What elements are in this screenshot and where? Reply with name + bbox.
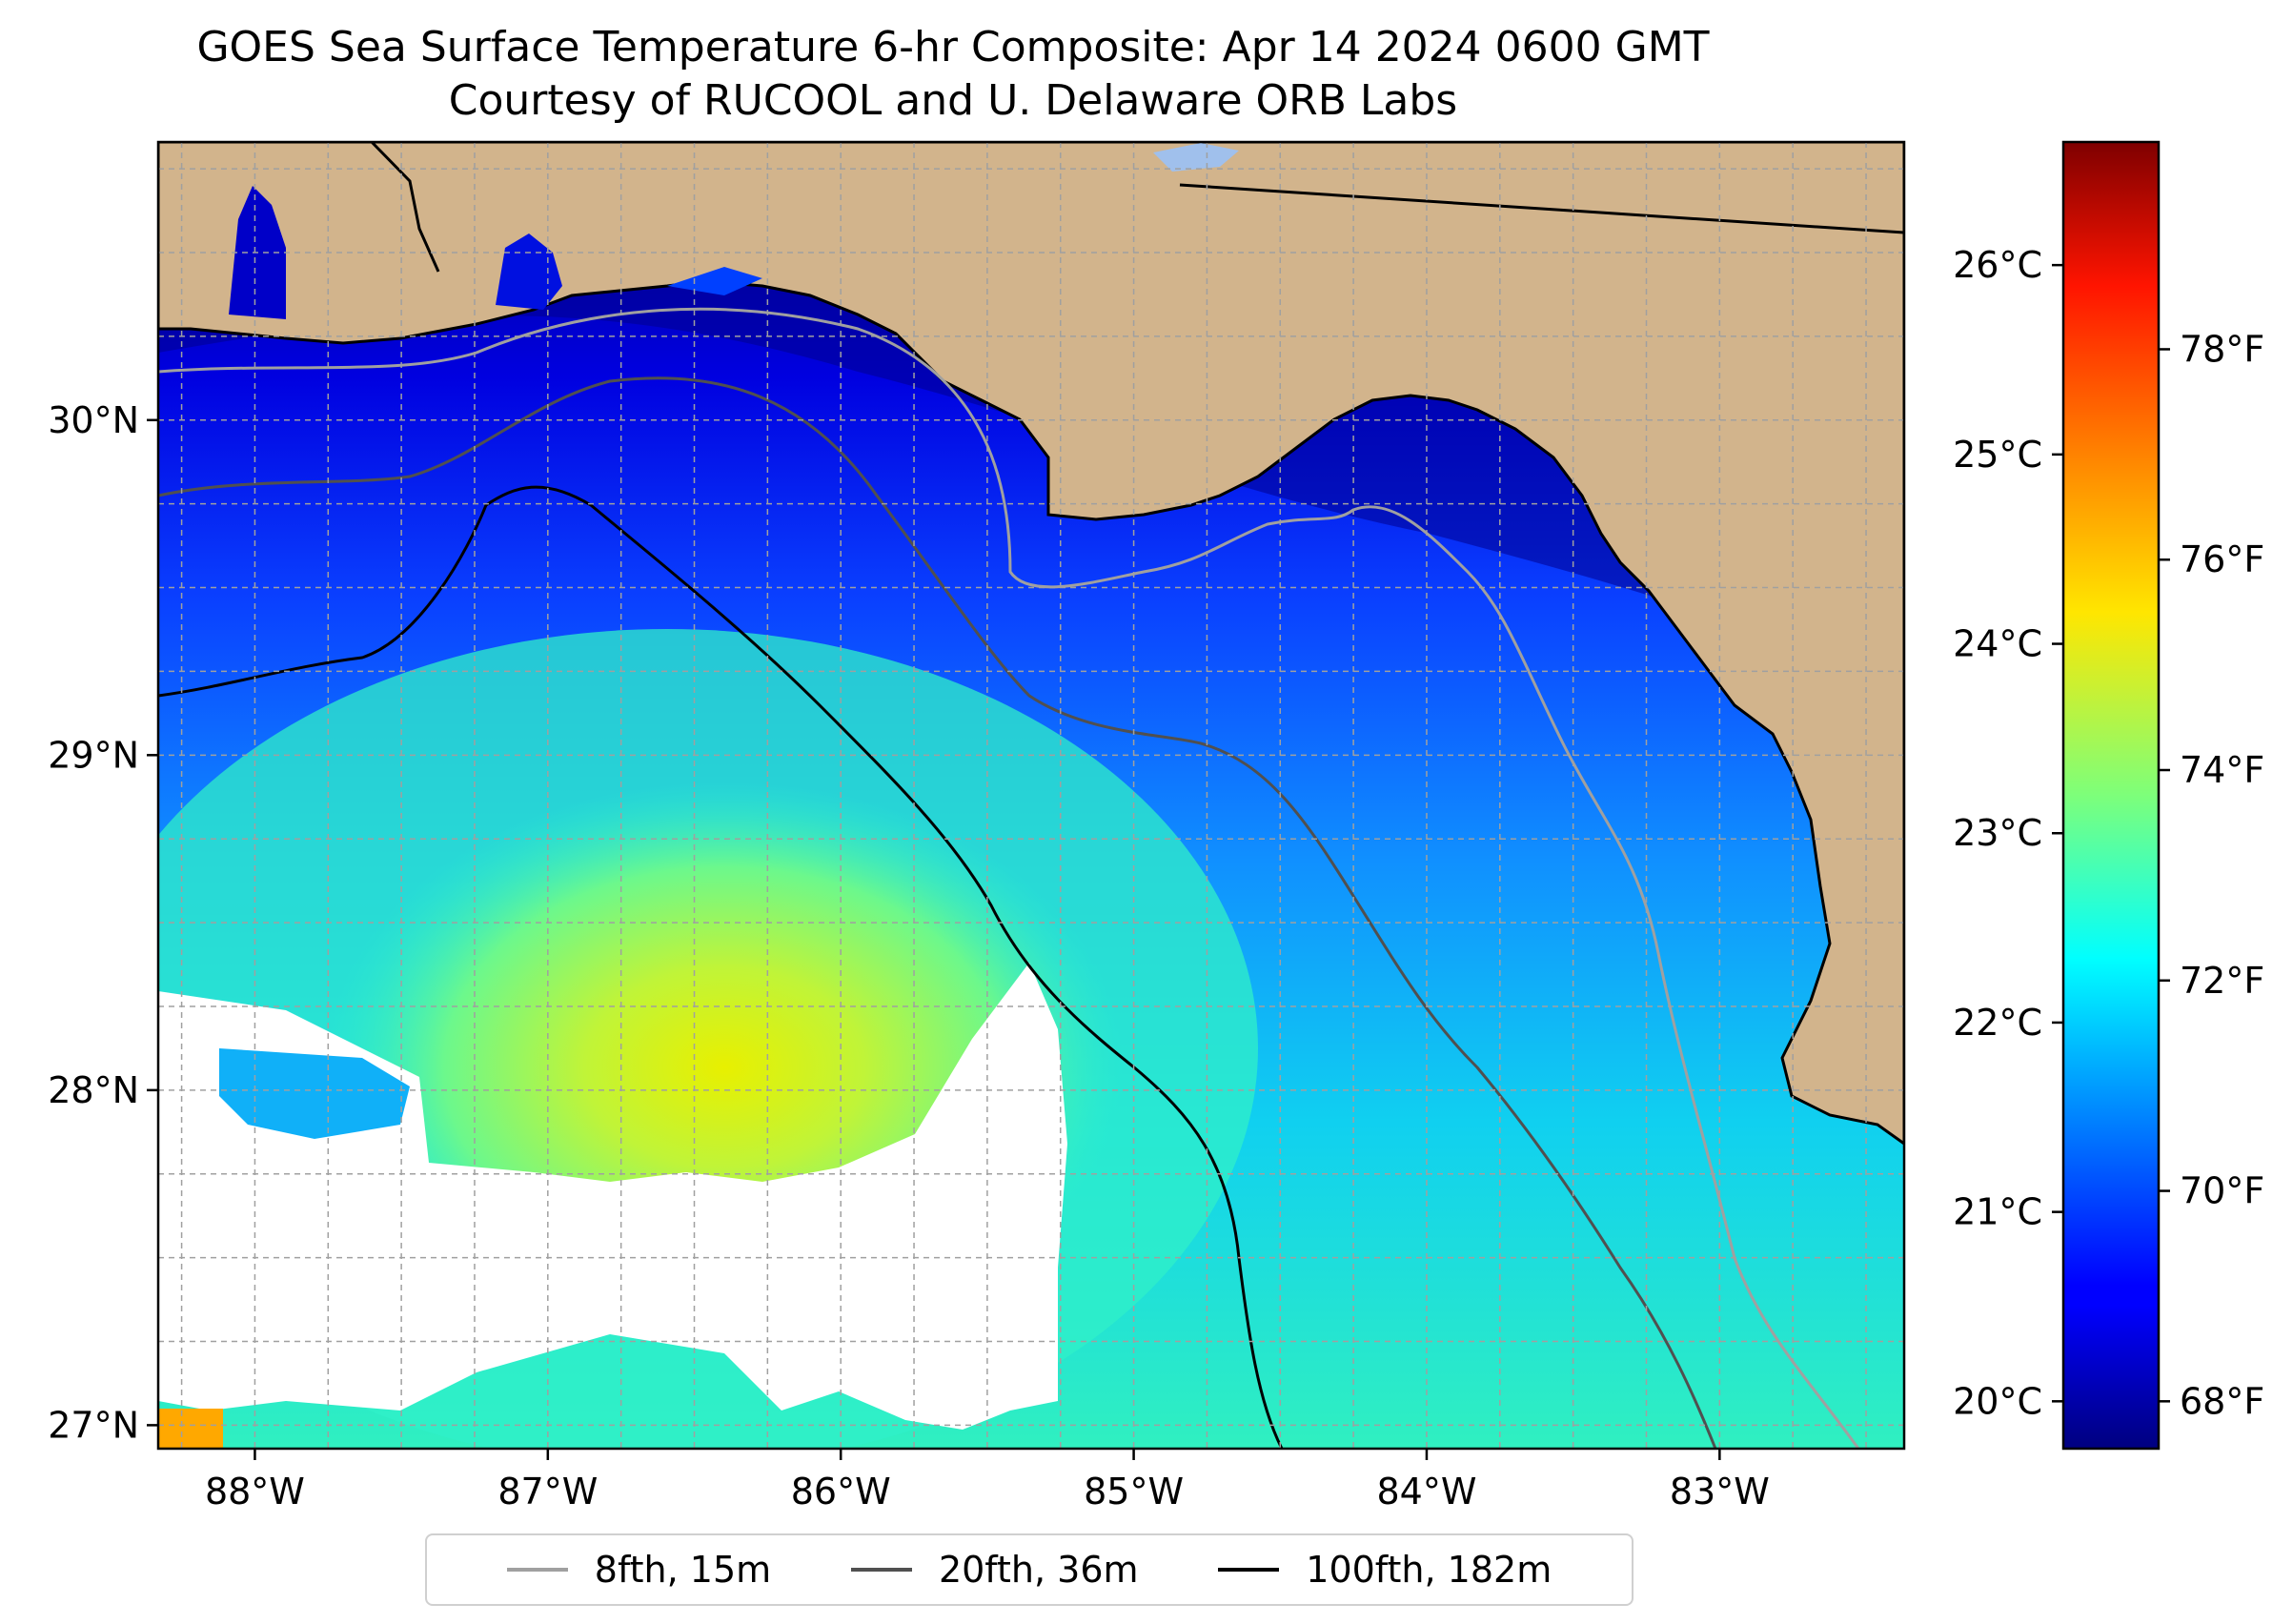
lake-seminole <box>1153 143 1239 172</box>
celsius-tick-label: 23°C <box>1953 812 2042 854</box>
celsius-tick-label: 24°C <box>1953 623 2042 665</box>
legend-line-20fth <box>850 1568 912 1572</box>
lon-tick-label: 88°W <box>205 1471 305 1512</box>
contour-100fth <box>158 485 1284 1449</box>
lat-tick-label: 30°N <box>48 399 139 441</box>
legend-item: 100fth, 182m <box>1218 1549 1552 1591</box>
title-line-2: Courtesy of RUCOOL and U. Delaware ORB L… <box>448 76 1458 125</box>
title-line-1: GOES Sea Surface Temperature 6-hr Compos… <box>196 23 1710 71</box>
legend-label: 20fth, 36m <box>938 1549 1139 1591</box>
colorbar-celsius-axis: 20°C 21°C 22°C 23°C 24°C 25°C 26°C <box>1953 244 2063 1422</box>
celsius-tick-label: 20°C <box>1953 1380 2042 1422</box>
latitude-axis: 30°N 29°N 28°N 27°N <box>48 399 158 1446</box>
state-border-north <box>1179 183 1904 234</box>
colorbar-fahrenheit-axis: 68°F 70°F 72°F 74°F 76°F 78°F <box>2159 328 2264 1422</box>
lon-tick-label: 87°W <box>497 1471 598 1512</box>
colorbar <box>2061 140 2161 1451</box>
legend-line-8fth <box>506 1568 568 1572</box>
fahrenheit-tick-label: 72°F <box>2180 960 2264 1002</box>
fahrenheit-tick-label: 74°F <box>2180 749 2264 791</box>
cold-patch-west <box>219 1048 410 1139</box>
contour-20fth <box>158 376 1717 1449</box>
fahrenheit-tick-label: 78°F <box>2180 328 2264 370</box>
celsius-tick-label: 22°C <box>1953 1002 2042 1044</box>
fahrenheit-tick-label: 68°F <box>2180 1380 2264 1422</box>
legend-line-100fth <box>1218 1568 1280 1572</box>
land-mass <box>158 142 1904 1146</box>
lat-tick-label: 27°N <box>48 1404 139 1446</box>
lon-tick-label: 84°W <box>1376 1471 1476 1512</box>
choctawhatchee-bay <box>667 267 762 295</box>
longitude-axis: 88°W 87°W 86°W 85°W 84°W 83°W <box>205 1449 1770 1512</box>
legend-item: 8fth, 15m <box>506 1549 772 1591</box>
legend-label: 8fth, 15m <box>594 1549 772 1591</box>
map-image <box>158 142 1904 1449</box>
contour-legend: 8fth, 15m 20fth, 36m 100fth, 182m <box>425 1533 1634 1606</box>
lat-tick-label: 29°N <box>48 734 139 776</box>
lat-tick-label: 28°N <box>48 1069 139 1111</box>
pensacola-bay <box>496 233 562 310</box>
legend-item: 20fth, 36m <box>850 1549 1139 1591</box>
fahrenheit-tick-label: 76°F <box>2180 538 2264 580</box>
warm-patch-southwest <box>158 1409 223 1449</box>
state-border-west <box>370 142 440 273</box>
lon-tick-label: 85°W <box>1084 1471 1184 1512</box>
celsius-tick-label: 25°C <box>1953 434 2042 476</box>
lon-tick-label: 83°W <box>1670 1471 1770 1512</box>
gridlines <box>158 142 1904 1449</box>
celsius-tick-label: 21°C <box>1953 1191 2042 1233</box>
contour-8fth <box>158 307 1860 1449</box>
map-title: GOES Sea Surface Temperature 6-hr Compos… <box>0 21 1906 128</box>
fahrenheit-tick-label: 70°F <box>2180 1170 2264 1212</box>
celsius-tick-label: 26°C <box>1953 244 2042 286</box>
legend-label: 100fth, 182m <box>1306 1549 1552 1591</box>
plot-frame <box>156 140 1906 1451</box>
lon-tick-label: 86°W <box>791 1471 891 1512</box>
